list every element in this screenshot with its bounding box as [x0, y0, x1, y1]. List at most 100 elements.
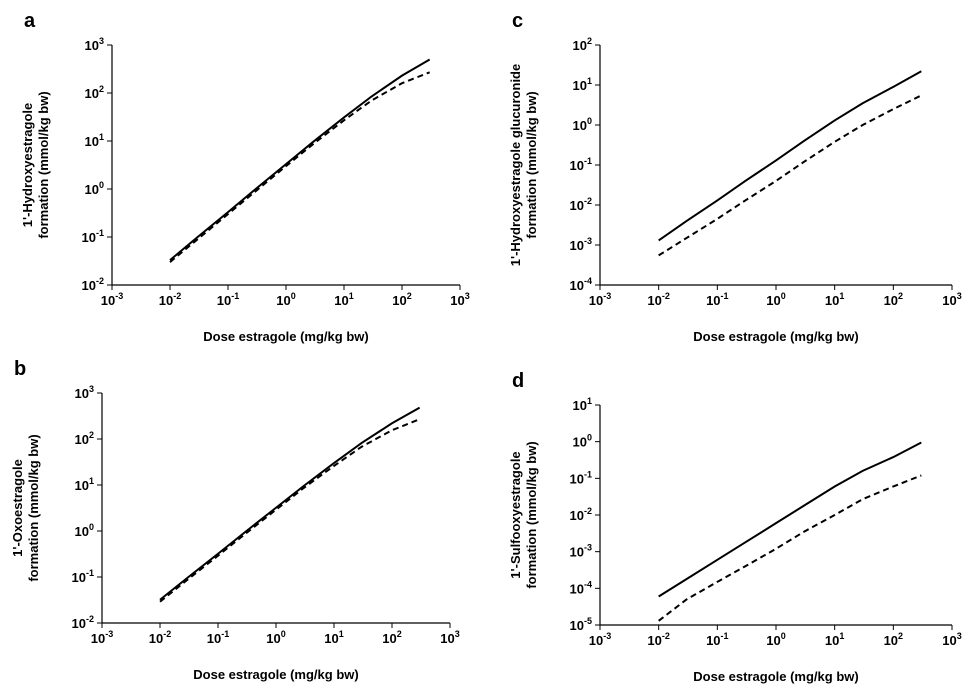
tick-exponent: -1	[96, 228, 104, 238]
tick-exponent: 3	[455, 629, 460, 639]
y-tick-label: 100	[75, 522, 94, 539]
panel-letter: c	[512, 10, 523, 32]
y-tick-label: 10-1	[72, 568, 94, 585]
y-axis-label: formation (mmol/kg bw)	[524, 441, 539, 588]
tick-base: 10	[570, 508, 584, 523]
tick-exponent: -2	[163, 629, 171, 639]
tick-exponent: -5	[584, 616, 592, 626]
x-tick-label: 10-3	[91, 629, 113, 646]
tick-base: 10	[382, 631, 396, 646]
tick-base: 10	[573, 78, 587, 93]
tick-base: 10	[159, 293, 173, 308]
tick-base: 10	[75, 432, 89, 447]
x-tick-label: 10-3	[589, 291, 611, 308]
tick-base: 10	[570, 158, 584, 173]
x-tick-label: 10-2	[159, 291, 181, 308]
y-tick-label: 101	[75, 476, 94, 493]
tick-base: 10	[570, 238, 584, 253]
series-line	[658, 94, 922, 257]
tick-exponent: 0	[99, 180, 104, 190]
panel-letter: d	[512, 370, 524, 392]
tick-exponent: 2	[898, 291, 903, 301]
y-axis-label: formation (mmol/kg bw)	[36, 91, 51, 238]
tick-exponent: 3	[957, 631, 962, 641]
tick-exponent: 2	[99, 84, 104, 94]
tick-base: 10	[589, 633, 603, 648]
tick-base: 10	[570, 471, 584, 486]
tick-base: 10	[647, 633, 661, 648]
tick-base: 10	[573, 398, 587, 413]
tick-base: 10	[75, 386, 89, 401]
x-tick-label: 101	[825, 631, 844, 648]
tick-base: 10	[825, 633, 839, 648]
y-tick-label: 10-2	[82, 276, 104, 293]
tick-exponent: -3	[584, 236, 592, 246]
tick-base: 10	[85, 86, 99, 101]
tick-exponent: -1	[231, 291, 239, 301]
x-axis-label: Dose estragole (mg/kg bw)	[193, 667, 358, 682]
tick-base: 10	[573, 38, 587, 53]
panel-letter: a	[24, 10, 36, 32]
tick-exponent: 0	[291, 291, 296, 301]
y-axis-label: 1'-Sulfooxyestragole	[508, 451, 523, 578]
tick-exponent: -3	[105, 629, 113, 639]
tick-base: 10	[149, 631, 163, 646]
tick-exponent: -1	[721, 291, 729, 301]
y-tick-label: 103	[75, 384, 94, 401]
tick-base: 10	[82, 230, 96, 245]
x-tick-label: 103	[440, 629, 459, 646]
x-tick-label: 103	[942, 631, 961, 648]
tick-exponent: 2	[898, 631, 903, 641]
x-tick-label: 100	[266, 629, 285, 646]
tick-base: 10	[266, 631, 280, 646]
tick-exponent: -2	[86, 614, 94, 624]
x-axis-label: Dose estragole (mg/kg bw)	[693, 669, 858, 684]
tick-exponent: -2	[173, 291, 181, 301]
tick-exponent: 1	[839, 291, 844, 301]
tick-base: 10	[85, 182, 99, 197]
x-tick-label: 103	[450, 291, 469, 308]
tick-exponent: -3	[115, 291, 123, 301]
x-tick-label: 10-2	[647, 631, 669, 648]
tick-base: 10	[85, 38, 99, 53]
tick-exponent: -1	[721, 631, 729, 641]
tick-base: 10	[217, 293, 231, 308]
y-axis-label: 1'-Hydroxyestragole glucuronide	[508, 64, 523, 266]
tick-base: 10	[75, 478, 89, 493]
tick-exponent: -1	[584, 156, 592, 166]
y-tick-label: 10-3	[570, 236, 592, 253]
tick-exponent: -4	[584, 276, 592, 286]
tick-exponent: 1	[587, 396, 592, 406]
x-tick-label: 100	[766, 291, 785, 308]
x-tick-label: 100	[276, 291, 295, 308]
tick-exponent: 3	[89, 384, 94, 394]
tick-base: 10	[766, 293, 780, 308]
tick-exponent: -2	[584, 196, 592, 206]
tick-base: 10	[570, 618, 584, 633]
y-tick-label: 100	[85, 180, 104, 197]
tick-base: 10	[91, 631, 105, 646]
series-line	[658, 70, 922, 242]
x-tick-label: 10-3	[589, 631, 611, 648]
series-line	[159, 418, 421, 603]
tick-base: 10	[589, 293, 603, 308]
tick-exponent: 3	[957, 291, 962, 301]
y-tick-label: 102	[75, 430, 94, 447]
tick-exponent: -4	[584, 579, 592, 589]
y-tick-label: 101	[573, 396, 592, 413]
tick-exponent: -2	[662, 631, 670, 641]
x-tick-label: 10-2	[149, 629, 171, 646]
series-line	[658, 441, 922, 598]
tick-base: 10	[85, 134, 99, 149]
tick-exponent: 1	[587, 76, 592, 86]
tick-exponent: 1	[349, 291, 354, 301]
tick-base: 10	[101, 293, 115, 308]
x-tick-label: 102	[884, 631, 903, 648]
x-tick-label: 100	[766, 631, 785, 648]
tick-base: 10	[884, 293, 898, 308]
x-tick-label: 101	[334, 291, 353, 308]
tick-base: 10	[573, 118, 587, 133]
tick-base: 10	[647, 293, 661, 308]
x-tick-label: 102	[884, 291, 903, 308]
